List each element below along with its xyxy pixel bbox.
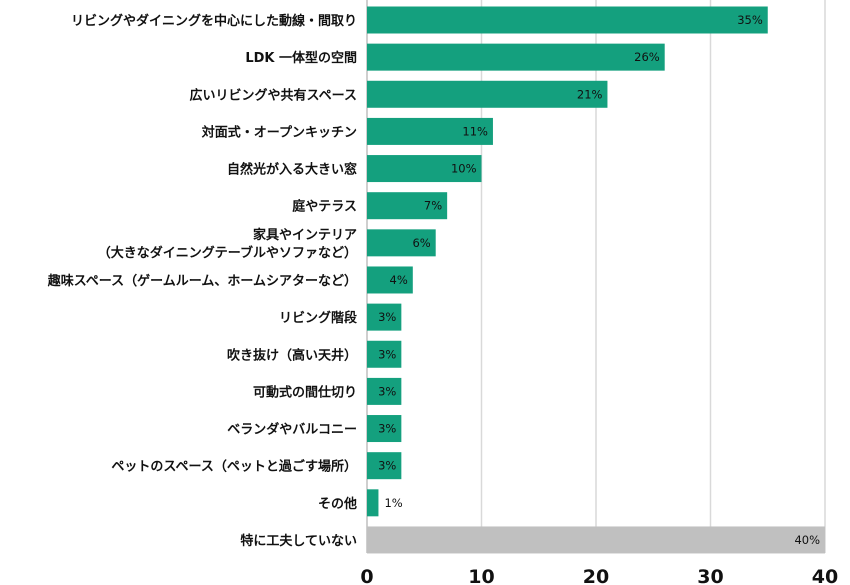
- data-label: 3%: [378, 422, 396, 436]
- bar: [367, 117, 493, 145]
- data-label: 6%: [412, 236, 430, 250]
- data-label: 3%: [378, 310, 396, 324]
- bar: [367, 415, 402, 443]
- bar: [367, 192, 448, 220]
- data-label: 3%: [378, 347, 396, 361]
- category-label: （大きなダイニングテーブルやソファなど）: [98, 245, 357, 261]
- data-label: 3%: [378, 384, 396, 398]
- bar: [367, 6, 768, 34]
- data-label: 4%: [390, 273, 408, 287]
- category-label: リビングやダイニングを中心にした動線・間取り: [71, 13, 357, 29]
- bar: [367, 80, 608, 108]
- data-label: 26%: [634, 50, 660, 64]
- category-label: 趣味スペース（ゲームルーム、ホームシアターなど）: [47, 273, 357, 289]
- bar: [367, 43, 665, 71]
- bar: [367, 526, 825, 554]
- category-label: 広いリビングや共有スペース: [190, 87, 357, 103]
- x-tick-label: 0: [360, 566, 373, 585]
- bar: [367, 155, 482, 183]
- data-label: 7%: [424, 199, 442, 213]
- data-label: 40%: [794, 533, 820, 547]
- data-label: 21%: [577, 87, 603, 101]
- bar: [367, 303, 402, 331]
- category-label: リビング階段: [279, 310, 357, 326]
- data-label: 1%: [384, 496, 402, 510]
- category-label: 吹き抜け（高い天井）: [227, 347, 357, 363]
- category-label: LDK 一体型の空間: [245, 50, 357, 66]
- data-label: 11%: [462, 124, 488, 138]
- bar: [367, 377, 402, 405]
- x-tick-label: 30: [697, 566, 723, 585]
- category-label: 庭やテラス: [292, 199, 357, 215]
- bar: [367, 266, 413, 294]
- bar: [367, 452, 402, 480]
- bar: [367, 489, 379, 517]
- category-label: 自然光が入る大きい窓: [227, 162, 357, 178]
- category-label: 家具やインテリア: [253, 227, 357, 243]
- category-label: ベランダやバルコニー: [227, 422, 357, 438]
- category-label: その他: [318, 496, 357, 512]
- x-tick-label: 40: [812, 566, 838, 585]
- data-label: 3%: [378, 459, 396, 473]
- x-tick-label: 20: [583, 566, 609, 585]
- category-label: 可動式の間仕切り: [253, 384, 357, 400]
- data-label: 35%: [737, 13, 763, 27]
- category-label: 対面式・オープンキッチン: [201, 124, 357, 140]
- category-label: ペットのスペース（ペットと過ごす場所）: [111, 459, 357, 475]
- bar: [367, 229, 436, 257]
- bar: [367, 340, 402, 368]
- x-tick-label: 10: [468, 566, 494, 585]
- data-label: 10%: [451, 162, 477, 176]
- category-label: 特に工夫していない: [240, 533, 357, 549]
